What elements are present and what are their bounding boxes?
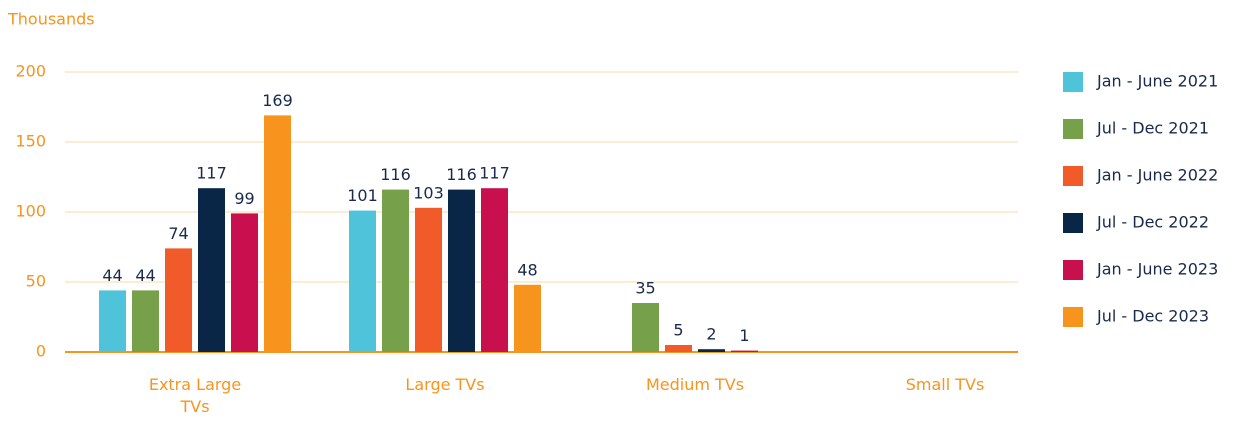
legend-label: Jul - Dec 2022 <box>1096 213 1209 232</box>
y-tick-label: 50 <box>26 272 46 291</box>
legend-swatch <box>1063 307 1083 327</box>
value-label: 117 <box>196 164 227 183</box>
value-label: 116 <box>446 165 477 184</box>
value-label: 35 <box>635 279 655 298</box>
bar <box>349 210 376 352</box>
legend-swatch <box>1063 119 1083 139</box>
y-tick-label: 100 <box>15 202 46 221</box>
bar <box>132 290 159 352</box>
value-label: 1 <box>739 326 749 345</box>
value-label: 44 <box>135 266 155 285</box>
bar <box>665 345 692 352</box>
bar <box>99 290 126 352</box>
value-label: 103 <box>413 183 444 202</box>
value-label: 117 <box>479 164 510 183</box>
value-label: 116 <box>380 165 411 184</box>
bar <box>698 349 725 352</box>
x-tick-label: Extra Large TVs <box>148 375 242 416</box>
legend-swatch <box>1063 213 1083 233</box>
legend-swatch <box>1063 260 1083 280</box>
legend-swatch <box>1063 72 1083 92</box>
bar <box>198 188 225 352</box>
value-label: 2 <box>706 325 716 344</box>
bar <box>448 189 475 352</box>
bar <box>415 207 442 352</box>
x-tick-label: Small TVs <box>905 375 985 394</box>
value-label: 99 <box>234 189 254 208</box>
value-label: 48 <box>517 260 537 279</box>
bar <box>165 248 192 352</box>
value-label: 44 <box>102 266 122 285</box>
bar <box>382 189 409 352</box>
bar <box>514 284 541 352</box>
x-tick-label: Large TVs <box>405 375 485 394</box>
legend-label: Jul - Dec 2021 <box>1096 119 1209 138</box>
value-label: 101 <box>347 186 378 205</box>
legend-label: Jan - June 2023 <box>1096 260 1218 279</box>
value-label: 74 <box>168 224 188 243</box>
y-tick-label: 200 <box>15 62 46 81</box>
y-tick-label: 150 <box>15 132 46 151</box>
y-axis-label: Thousands <box>7 10 95 29</box>
legend-label: Jan - June 2021 <box>1096 72 1218 91</box>
bar <box>264 115 291 353</box>
bar <box>481 188 508 352</box>
x-tick-label: Medium TVs <box>645 375 745 394</box>
value-label: 5 <box>673 321 683 340</box>
bar <box>731 350 758 352</box>
bar <box>231 213 258 352</box>
bar <box>632 303 659 352</box>
legend-label: Jan - June 2022 <box>1096 166 1218 185</box>
legend-swatch <box>1063 166 1083 186</box>
legend-label: Jul - Dec 2023 <box>1096 307 1209 326</box>
value-label: 169 <box>262 91 293 110</box>
y-tick-label: 0 <box>36 342 46 361</box>
